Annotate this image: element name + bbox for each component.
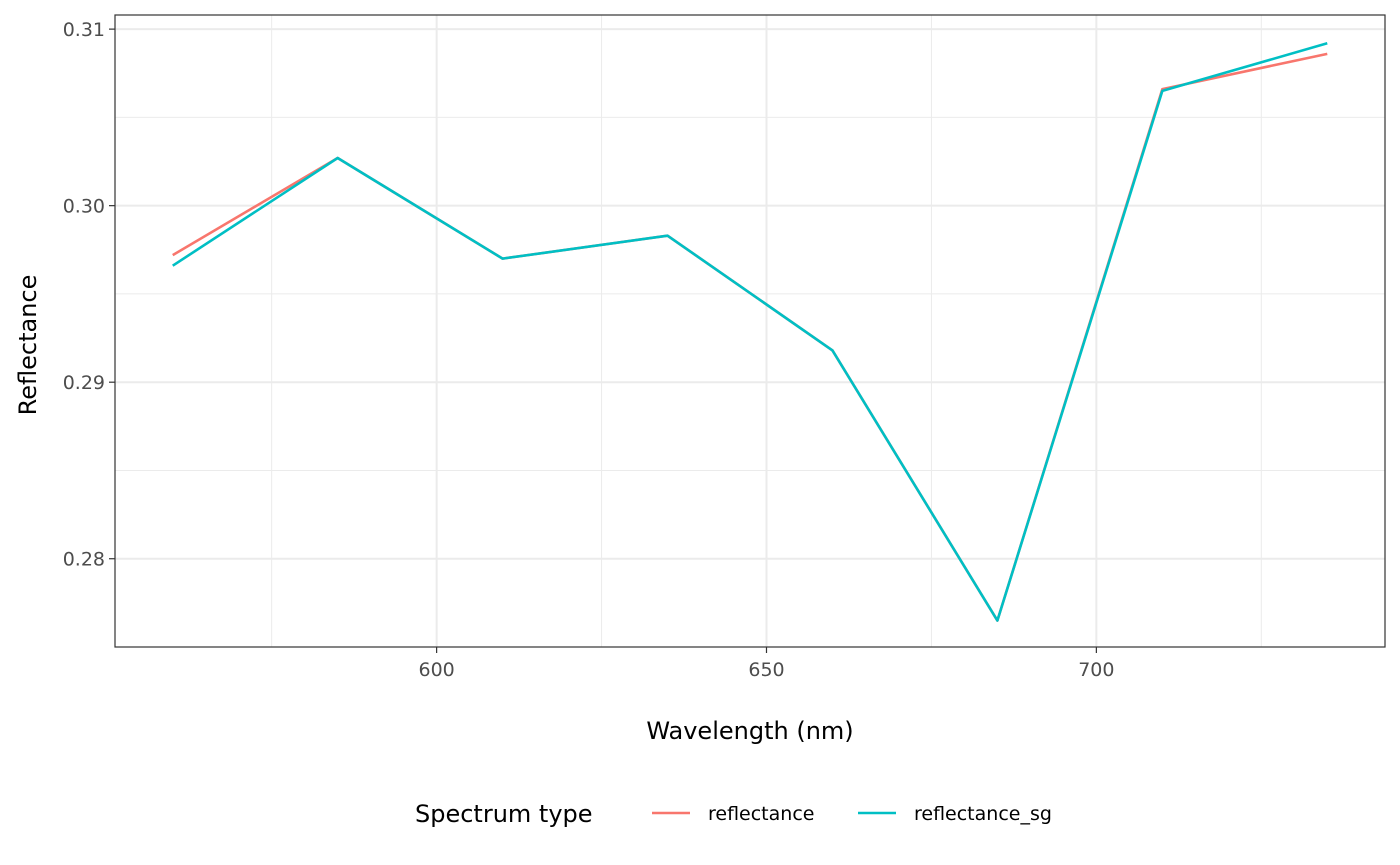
- x-tick-label: 650: [748, 659, 784, 681]
- legend-title: Spectrum type: [415, 800, 593, 828]
- plot-background: [115, 15, 1385, 647]
- x-tick-label: 700: [1078, 659, 1114, 681]
- y-tick-label: 0.30: [63, 196, 105, 218]
- x-axis-title: Wavelength (nm): [646, 717, 853, 745]
- x-tick-label: 600: [418, 659, 454, 681]
- series-line-reflectance-sg: [172, 42, 1328, 622]
- x-axis: 600 650 700: [418, 647, 1114, 681]
- y-tick-label: 0.29: [63, 372, 105, 394]
- legend: Spectrum type reflectance reflectance_sg: [415, 800, 1052, 828]
- y-tick-label: 0.28: [63, 549, 105, 571]
- series-lines: [172, 42, 1328, 622]
- major-gridlines: [115, 15, 1385, 647]
- legend-label-reflectance-sg: reflectance_sg: [914, 803, 1052, 825]
- y-axis: 0.28 0.29 0.30 0.31: [63, 19, 115, 571]
- y-axis-title: Reflectance: [14, 275, 42, 416]
- legend-label-reflectance: reflectance: [708, 803, 814, 825]
- y-tick-label: 0.31: [63, 19, 105, 41]
- plot-border: [114, 14, 1386, 648]
